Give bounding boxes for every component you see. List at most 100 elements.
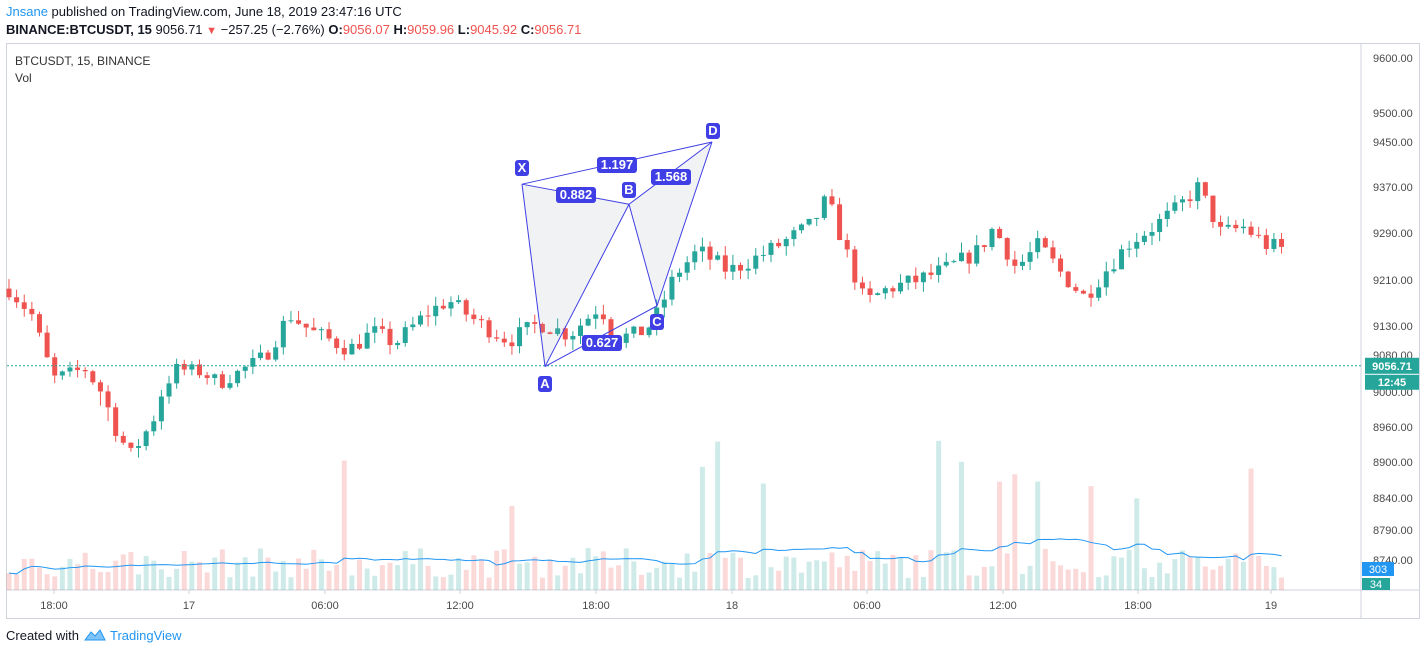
volume-bar — [425, 565, 431, 590]
ohlc-bar: BINANCE:BTCUSDT, 15 9056.71 ▼ −257.25 (−… — [6, 22, 581, 37]
candle-body — [90, 371, 96, 383]
time-tick-label: 12:00 — [989, 600, 1017, 612]
time-tick-label: 18:00 — [582, 600, 610, 612]
volume-bar — [1019, 573, 1025, 590]
time-tick-label: 19 — [1265, 600, 1277, 612]
candle-body — [334, 338, 340, 348]
volume-bar — [539, 577, 545, 590]
candle-body — [143, 431, 149, 447]
close-value: 9056.71 — [534, 22, 582, 37]
volume-bar — [517, 563, 523, 590]
candle-body — [920, 272, 926, 283]
candle-body — [768, 242, 774, 255]
candle-body — [821, 196, 827, 218]
volume-bar — [738, 557, 744, 590]
candle-body — [783, 239, 789, 247]
volume-bar — [798, 572, 804, 590]
volume-bar — [1195, 557, 1201, 590]
candle-body — [1149, 232, 1155, 236]
publish-info: Jnsane published on TradingView.com, Jun… — [6, 4, 402, 19]
candle-body — [501, 338, 507, 343]
volume-bar — [379, 565, 385, 590]
volume-bar — [1187, 556, 1193, 590]
candle-body — [1088, 293, 1094, 298]
candle-body — [1096, 287, 1102, 298]
candle-body — [1172, 202, 1178, 211]
candle-body — [1248, 226, 1254, 235]
candle-body — [341, 347, 347, 355]
volume-bar — [1210, 569, 1216, 590]
author-link[interactable]: Jnsane — [6, 4, 48, 19]
candle-body — [296, 320, 302, 324]
volume-bar — [555, 575, 561, 590]
volume-bar — [1065, 569, 1071, 590]
volume-bar — [1050, 561, 1056, 590]
candle-body — [981, 245, 987, 247]
volume-bar — [829, 552, 835, 590]
candle-body — [539, 323, 545, 333]
volume-bar — [837, 567, 843, 590]
candle-body — [120, 435, 126, 443]
candle-body — [97, 382, 103, 392]
candle-body — [1263, 235, 1269, 249]
candle-body — [494, 337, 500, 339]
candle-body — [1202, 182, 1208, 196]
volume-bar — [898, 557, 904, 590]
candle-body — [829, 196, 835, 205]
candle-body — [974, 245, 980, 264]
pattern-ratio: 1.197 — [597, 157, 637, 173]
volume-bar — [623, 548, 629, 590]
volume-bar — [29, 558, 35, 590]
candle-body — [859, 282, 865, 289]
volume-bar — [357, 559, 363, 590]
volume-bar — [227, 577, 233, 590]
candle-body — [433, 305, 439, 317]
volume-bar — [1164, 573, 1170, 590]
countdown-text: 12:45 — [1378, 377, 1406, 389]
volume-bar — [585, 548, 591, 590]
candle-body — [14, 297, 20, 303]
volume-bar — [1271, 567, 1277, 590]
volume-bar — [296, 558, 302, 590]
volume-bar — [143, 555, 149, 590]
volume-bar — [82, 552, 88, 590]
volume-bar — [478, 559, 484, 590]
pattern-point-a-bg — [538, 376, 552, 392]
pattern-ratio-bg — [556, 187, 596, 203]
price-axis: 9600.00 9500.00 9450.00 9370.00 9290.00 9210.… — [1373, 53, 1413, 567]
volume-bar — [136, 574, 142, 590]
candle-body — [936, 265, 942, 275]
volume-bar — [867, 560, 873, 590]
volume-bar — [768, 567, 774, 590]
volume-bar — [578, 573, 583, 590]
volume-ma-tag-bg — [1362, 562, 1394, 576]
candle-body — [197, 364, 202, 376]
candle-body — [1164, 210, 1170, 220]
pattern-ratio: 1.568 — [651, 169, 691, 185]
close-label: C: — [520, 22, 535, 37]
tradingview-brand[interactable]: TradingView — [110, 628, 182, 643]
pattern-ratio-bg — [582, 335, 622, 351]
volume-bar — [974, 575, 980, 590]
volume-bar — [494, 550, 500, 590]
candle-body — [1035, 238, 1041, 253]
candle-body — [113, 407, 119, 436]
candle-body — [387, 328, 393, 346]
volume-bar — [753, 575, 759, 590]
volume-bar — [1218, 565, 1224, 590]
candle-body — [867, 288, 873, 295]
leg-cd — [656, 141, 713, 307]
candle-body — [326, 329, 332, 339]
chart-frame[interactable] — [6, 43, 1420, 619]
candle-body — [318, 329, 324, 331]
volume-bar — [174, 568, 180, 590]
volume-bar — [471, 555, 477, 590]
candle-body — [585, 318, 591, 326]
volume-bar — [1042, 548, 1048, 590]
time-tick-label: 06:00 — [853, 600, 881, 612]
candle-body — [204, 375, 210, 378]
volume-bar — [1263, 565, 1269, 590]
candle-body — [75, 367, 81, 370]
pattern-ratio-text: 0.627 — [586, 335, 619, 350]
